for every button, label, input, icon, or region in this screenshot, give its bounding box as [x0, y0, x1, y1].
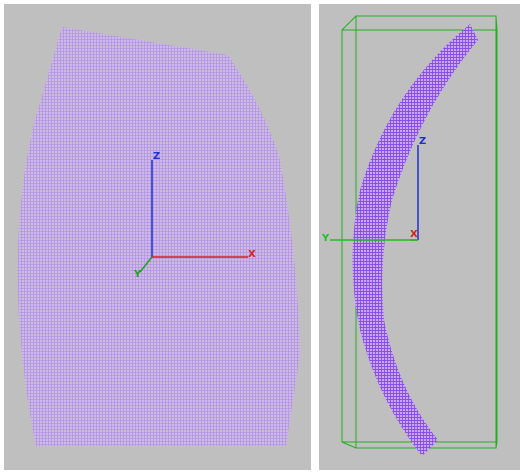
- axis-label: Y: [133, 269, 142, 280]
- axis-label: X: [410, 229, 418, 240]
- axis-label: X: [248, 249, 256, 260]
- axis-label: Z: [419, 136, 426, 147]
- page: Z X Y Z X Y (() => { const data = JSON.p…: [0, 0, 524, 474]
- viewports: Z X Y Z X Y: [0, 0, 524, 474]
- axis-label: Y: [321, 233, 330, 244]
- left-viewport: Z X Y: [4, 4, 311, 470]
- right-viewport: Z X Y: [319, 4, 520, 470]
- viewport-background: [319, 4, 520, 470]
- axis-label: Z: [153, 151, 160, 162]
